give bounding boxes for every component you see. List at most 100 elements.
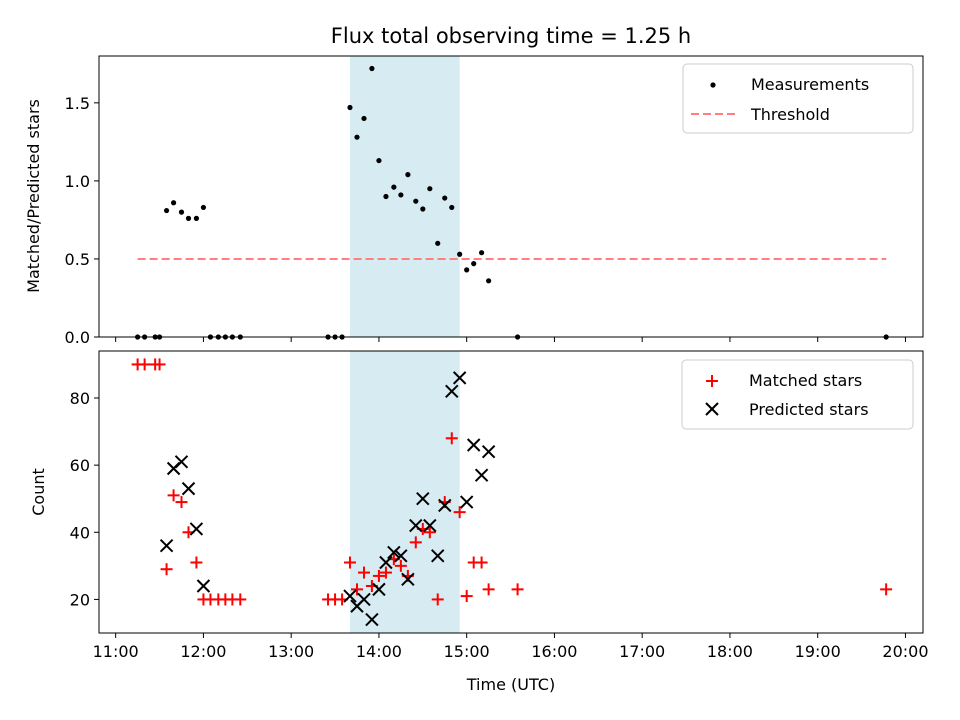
- measurement-point: [200, 204, 207, 211]
- predicted-stars-point: [379, 555, 393, 570]
- bottom-panel-shade: [349, 351, 460, 633]
- matched-stars-point: [423, 526, 436, 539]
- matched-stars-point: [167, 489, 180, 502]
- legend-matched-label: Matched stars: [749, 371, 862, 390]
- matched-stars-point: [445, 432, 458, 445]
- x-tick-label: 18:00: [707, 642, 753, 661]
- matched-stars-point: [394, 559, 407, 572]
- top-y-tick-label: 0.0: [65, 328, 90, 347]
- matched-stars-point: [475, 556, 488, 569]
- predicted-stars-point: [401, 572, 415, 586]
- measurement-point: [420, 206, 426, 212]
- predicted-stars-point: [452, 371, 467, 385]
- x-tick-label: 16:00: [531, 642, 577, 661]
- measurement-point: [405, 172, 411, 178]
- predicted-stars-point: [174, 455, 189, 469]
- predicted-stars-point: [438, 498, 452, 513]
- measurement-point: [464, 267, 470, 273]
- top-legend-box: [682, 63, 914, 134]
- x-tick-label: 11:00: [93, 642, 139, 661]
- predicted-stars-point: [181, 481, 196, 496]
- measurement-point: [391, 184, 397, 190]
- predicted-stars-point: [481, 445, 496, 459]
- chart-title: Flux total observing time = 1.25 h: [331, 24, 691, 48]
- measurement-point: [193, 215, 200, 221]
- predicted-stars-point: [431, 549, 445, 563]
- bottom-legend: Matched stars Predicted stars: [681, 359, 914, 430]
- legend-predicted-label: Predicted stars: [749, 400, 869, 419]
- measurement-point: [442, 195, 448, 201]
- bottom-y-axis-label: Count: [29, 468, 48, 516]
- top-y-tick-label: 1.0: [65, 172, 90, 191]
- measurement-point: [427, 186, 433, 192]
- measurement-point: [185, 215, 192, 221]
- bottom-y-tick-label: 80: [70, 389, 90, 408]
- matched-stars-point: [453, 506, 466, 519]
- measurement-point: [383, 193, 389, 200]
- matched-stars-point: [190, 556, 203, 569]
- predicted-stars-point: [423, 518, 437, 533]
- matched-stars-point: [431, 593, 444, 606]
- top-legend: Measurements Threshold: [682, 63, 914, 134]
- matched-stars-point: [358, 566, 371, 579]
- matched-stars-point: [160, 563, 173, 576]
- legend-matched-marker: [706, 375, 718, 387]
- measurement-point: [178, 209, 185, 215]
- top-panel-shade: [349, 56, 460, 337]
- predicted-stars-point: [343, 589, 357, 603]
- x-tick-label: 20:00: [882, 642, 928, 661]
- x-tick-label: 19:00: [795, 642, 841, 661]
- legend-predicted-marker: [705, 402, 719, 416]
- matched-stars-point: [153, 358, 166, 371]
- measurement-point: [449, 204, 455, 211]
- measurement-point: [369, 65, 375, 72]
- measurement-point: [413, 198, 419, 204]
- legend-threshold-label: Threshold: [750, 105, 830, 124]
- measurement-point: [435, 240, 441, 246]
- matched-stars-point: [343, 556, 356, 569]
- x-tick-label: 12:00: [180, 642, 226, 661]
- x-tick-label: 13:00: [268, 642, 314, 661]
- matched-stars-point: [372, 569, 385, 582]
- predicted-stars-point: [474, 468, 489, 482]
- matched-stars-point: [175, 496, 188, 509]
- matched-stars-point: [409, 536, 422, 549]
- predicted-stars-point: [445, 384, 459, 398]
- bottom-y-tick-label: 20: [70, 590, 90, 609]
- matched-stars-point: [234, 593, 247, 606]
- predicted-stars-point: [394, 549, 408, 563]
- bottom-legend-box: [681, 359, 914, 430]
- top-panel-frame: [98, 55, 924, 338]
- legend-measurements-marker: [710, 82, 716, 88]
- matched-stars-point: [880, 583, 893, 596]
- predicted-stars-point: [416, 492, 430, 506]
- top-y-axis-label: Matched/Predicted stars: [24, 99, 43, 293]
- predicted-stars-point: [409, 518, 423, 533]
- predicted-stars-point: [459, 495, 474, 509]
- measurement-point: [486, 278, 492, 284]
- bottom-y-tick-label: 60: [70, 456, 90, 475]
- top-panel: 0.0 0.5 1.0 1.5 Matched/Predicted stars Mea…: [24, 55, 924, 347]
- measurement-point: [398, 192, 404, 198]
- bottom-panel-frame: [98, 350, 924, 634]
- predicted-stars-point: [159, 539, 174, 553]
- matched-stars-point: [350, 583, 363, 596]
- predicted-stars-point: [196, 579, 211, 593]
- matched-stars-point: [138, 358, 151, 371]
- x-tick-label: 14:00: [356, 642, 402, 661]
- top-y-tick-label: 1.5: [65, 94, 90, 113]
- measurement-point: [170, 200, 177, 206]
- measurement-point: [354, 134, 360, 140]
- matched-stars-point: [460, 590, 473, 603]
- predicted-stars-point: [365, 612, 379, 627]
- x-axis-label: Time (UTC): [466, 675, 555, 694]
- measurement-point: [457, 251, 463, 257]
- predicted-stars-point: [189, 522, 204, 536]
- predicted-stars-point: [466, 438, 481, 452]
- matched-stars-point: [511, 583, 524, 596]
- top-y-tick-label: 0.5: [65, 250, 90, 269]
- measurement-point: [361, 115, 367, 122]
- legend-measurements-label: Measurements: [751, 75, 869, 94]
- bottom-panel: 20 40 60 80 11:00 12:00 13:00 14:00 15:00 16:00 1…: [29, 350, 929, 694]
